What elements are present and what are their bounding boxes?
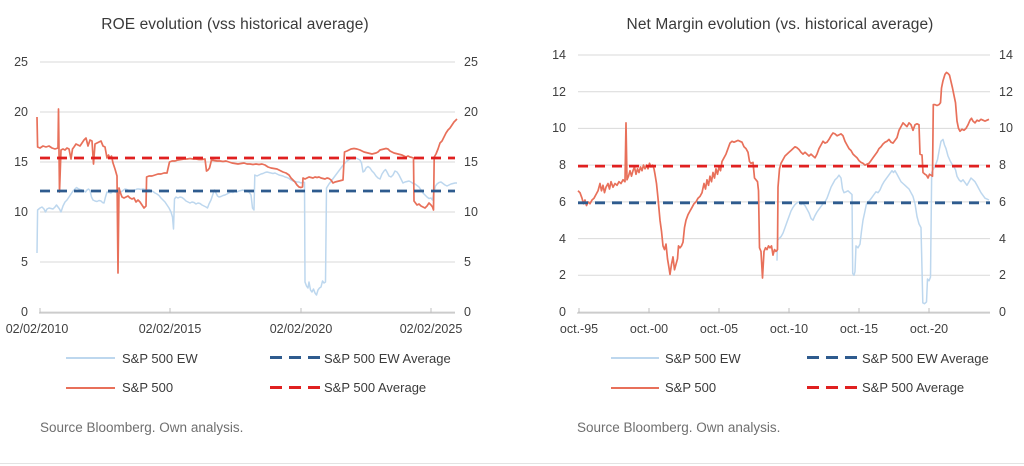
roe-x-tick-label: 02/02/2025	[399, 322, 463, 336]
roe-chart-title: ROE evolution (vss historical average)	[101, 16, 369, 33]
legend-line-sp500-average	[270, 386, 320, 389]
roe-x-tick-label: 02/02/2020	[269, 322, 333, 336]
net-margin-y-tick-label: 14	[999, 48, 1013, 62]
legend-label-sp500: S&P 500	[665, 380, 717, 395]
roe-y-tick-label: 10	[14, 205, 28, 219]
legend-label-sp500-average: S&P 500 Average	[324, 380, 427, 395]
net-margin-y-tick-label: 10	[999, 121, 1013, 136]
net-margin-y-tick-label: 12	[999, 84, 1013, 99]
net-margin-y-tick-label: 2	[559, 268, 566, 283]
roe-y-tick-label: 0	[21, 305, 28, 319]
legend-line-sp500-ew-average	[270, 356, 320, 359]
roe-y-tick-label: 20	[14, 105, 28, 119]
legend-label-sp500-ew-average: S&P 500 EW Average	[862, 351, 989, 366]
net-margin-chart-title: Net Margin evolution (vs. historical ave…	[626, 16, 934, 33]
legend-line-sp500-average	[807, 386, 857, 389]
net-margin-source-note: Source Bloomberg. Own analysis.	[577, 420, 781, 435]
roe-y-tick-label: 10	[464, 205, 478, 219]
legend-label-sp500-ew: S&P 500 EW	[122, 351, 198, 366]
legend-line-sp500-ew	[611, 357, 659, 359]
net-margin-x-tick-label: oct.-10	[769, 322, 809, 336]
legend-label-sp500-ew-average: S&P 500 EW Average	[324, 351, 451, 366]
net-margin-y-tick-label: 6	[999, 194, 1006, 209]
roe-y-tick-label: 20	[464, 105, 478, 119]
roe-plot-group	[36, 61, 458, 314]
bottom-divider	[0, 463, 1024, 464]
roe-x-tick-label: 02/02/2015	[138, 322, 202, 336]
net-margin-x-tick-label: oct.-20	[909, 322, 949, 336]
net-margin-series-sp500-ew	[776, 138, 990, 305]
net-margin-x-tick-label: oct.-00	[629, 322, 669, 336]
legend-line-sp500-ew	[66, 357, 115, 359]
roe-source-note: Source Bloomberg. Own analysis.	[40, 420, 244, 435]
legend-line-sp500	[611, 387, 659, 389]
net-margin-y-tick-label: 4	[999, 231, 1006, 246]
net-margin-y-tick-label: 12	[552, 84, 566, 99]
net-margin-x-tick-label: oct.-95	[559, 322, 599, 336]
net-margin-x-tick-label: oct.-15	[839, 322, 879, 336]
net-margin-y-tick-label: 0	[999, 305, 1006, 319]
roe-y-tick-label: 25	[14, 55, 28, 69]
legend-label-sp500-ew: S&P 500 EW	[665, 351, 741, 366]
roe-x-tick-label: 02/02/2010	[5, 322, 69, 336]
net-margin-y-tick-label: 10	[552, 121, 566, 136]
net-margin-y-tick-label: 4	[559, 231, 566, 246]
legend-line-sp500	[66, 387, 115, 389]
net-margin-y-tick-label: 8	[559, 158, 566, 173]
roe-y-tick-label: 15	[464, 155, 478, 169]
roe-series-sp500	[36, 108, 458, 274]
roe-y-tick-label: 5	[464, 255, 471, 269]
legend-label-sp500-average: S&P 500 Average	[862, 380, 965, 395]
legend-line-sp500-ew-average	[807, 356, 857, 359]
legend-label-sp500: S&P 500	[122, 380, 174, 395]
roe-y-tick-label: 25	[464, 55, 478, 69]
net-margin-y-tick-label: 0	[559, 305, 566, 319]
net-margin-x-tick-label: oct.-05	[699, 322, 739, 336]
net-margin-plot-group	[577, 54, 990, 314]
roe-y-tick-label: 0	[464, 305, 471, 319]
roe-y-tick-label: 5	[21, 255, 28, 269]
net-margin-y-tick-label: 2	[999, 268, 1006, 283]
net-margin-y-tick-label: 6	[559, 194, 566, 209]
net-margin-y-tick-label: 14	[552, 48, 566, 62]
net-margin-y-tick-label: 8	[999, 158, 1006, 173]
roe-y-tick-label: 15	[14, 155, 28, 169]
